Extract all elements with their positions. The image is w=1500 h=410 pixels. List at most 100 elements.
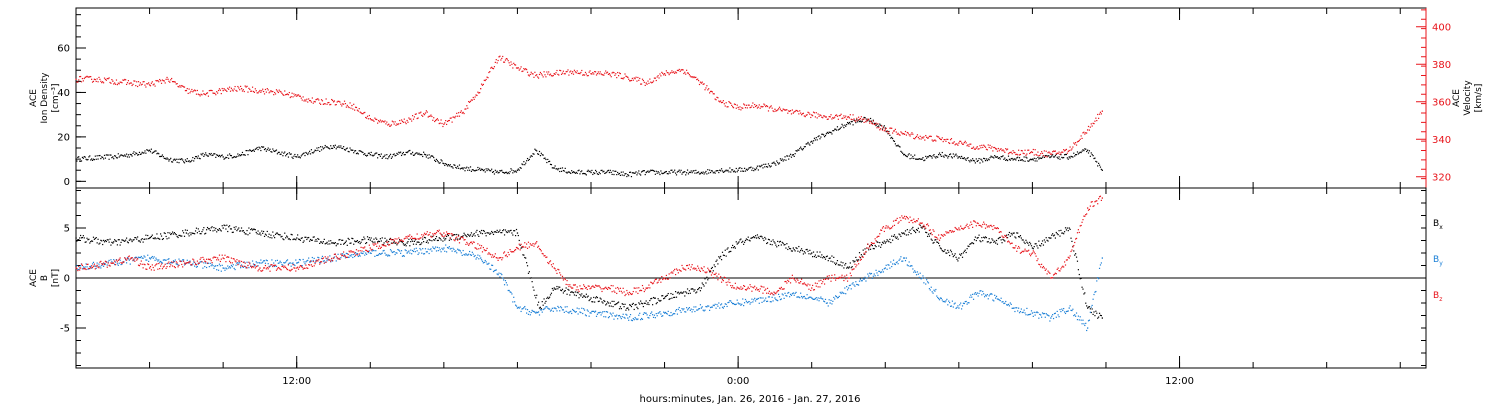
data-dot	[879, 123, 881, 125]
data-dot	[145, 86, 147, 88]
data-dot	[164, 157, 166, 160]
data-dot	[555, 72, 557, 74]
data-dot	[612, 312, 614, 314]
data-dot	[909, 229, 911, 231]
data-dot	[800, 112, 802, 114]
data-dot	[985, 158, 988, 160]
data-dot	[229, 228, 232, 230]
data-dot	[342, 147, 344, 150]
data-dot	[502, 171, 504, 173]
data-dot	[166, 238, 168, 240]
data-dot	[157, 79, 159, 82]
data-dot	[1060, 310, 1062, 313]
data-dot	[334, 144, 336, 146]
data-dot	[581, 69, 583, 72]
data-dot	[154, 85, 156, 87]
data-dot	[706, 306, 708, 308]
data-dot	[915, 135, 918, 138]
data-dot	[205, 266, 208, 269]
data-dot	[526, 309, 529, 311]
data-dot	[449, 248, 451, 250]
y2-tick-label: 320	[1432, 172, 1451, 183]
data-dot	[971, 242, 973, 244]
data-dot	[693, 290, 695, 292]
data-dot	[969, 296, 971, 298]
data-dot	[171, 231, 174, 233]
data-dot	[912, 133, 914, 135]
data-dot	[218, 88, 221, 90]
data-dot	[327, 102, 329, 104]
data-dot	[285, 93, 288, 96]
data-dot	[540, 309, 542, 311]
data-dot	[725, 102, 727, 104]
data-dot	[234, 228, 236, 230]
data-dot	[122, 239, 124, 241]
data-dot	[383, 121, 385, 123]
data-dot	[397, 153, 399, 155]
data-dot	[299, 95, 301, 97]
data-dot	[602, 302, 604, 304]
data-dot	[394, 121, 396, 123]
data-dot	[640, 319, 642, 321]
data-dot	[948, 155, 950, 157]
data-dot	[743, 305, 745, 307]
data-dot	[181, 235, 183, 237]
data-dot	[335, 255, 337, 257]
data-dot	[818, 135, 820, 137]
data-dot	[457, 238, 459, 240]
data-dot	[988, 295, 990, 297]
legend-label-bx: Bx	[1433, 219, 1443, 231]
data-dot	[311, 265, 313, 268]
data-dot	[178, 234, 180, 237]
data-dot	[474, 235, 476, 237]
data-dot	[1091, 153, 1093, 156]
data-dot	[986, 293, 988, 296]
data-dot	[1098, 278, 1100, 280]
data-dot	[139, 153, 141, 156]
data-dot	[232, 258, 234, 260]
data-dot	[891, 265, 893, 268]
data-dot	[186, 87, 188, 90]
data-dot	[986, 159, 988, 162]
data-dot	[540, 308, 542, 310]
data-dot	[317, 256, 319, 258]
data-dot	[378, 240, 381, 243]
data-dot	[143, 255, 145, 257]
data-dot	[1076, 141, 1079, 143]
data-dot	[1096, 280, 1098, 282]
data-dot	[522, 307, 524, 310]
data-dot	[394, 155, 396, 157]
data-dot	[967, 302, 969, 304]
data-dot	[776, 299, 778, 301]
data-dot	[348, 106, 350, 109]
data-dot	[506, 284, 508, 286]
data-dot	[320, 262, 322, 264]
data-dot	[1016, 232, 1018, 234]
data-dot	[198, 157, 200, 159]
data-dot	[1008, 231, 1011, 234]
data-dot	[155, 257, 157, 259]
data-dot	[982, 290, 984, 293]
data-dot	[1071, 148, 1073, 150]
data-dot	[991, 146, 993, 148]
data-dot	[1048, 237, 1050, 239]
data-dot	[1006, 237, 1009, 239]
data-dot	[90, 240, 92, 243]
data-dot	[171, 262, 173, 264]
data-dot	[359, 111, 361, 113]
data-dot	[103, 263, 106, 266]
data-dot	[93, 263, 95, 265]
data-dot	[1006, 158, 1008, 161]
data-dot	[365, 154, 367, 157]
data-dot	[622, 78, 624, 80]
data-dot	[1035, 243, 1037, 245]
data-dot	[1015, 159, 1017, 161]
data-dot	[189, 161, 191, 163]
data-dot	[479, 167, 481, 169]
data-dot	[869, 120, 872, 122]
data-dot	[140, 260, 142, 262]
data-dot	[301, 99, 303, 101]
data-dot	[862, 278, 864, 280]
data-dot	[708, 305, 710, 307]
data-dot	[1039, 244, 1041, 246]
